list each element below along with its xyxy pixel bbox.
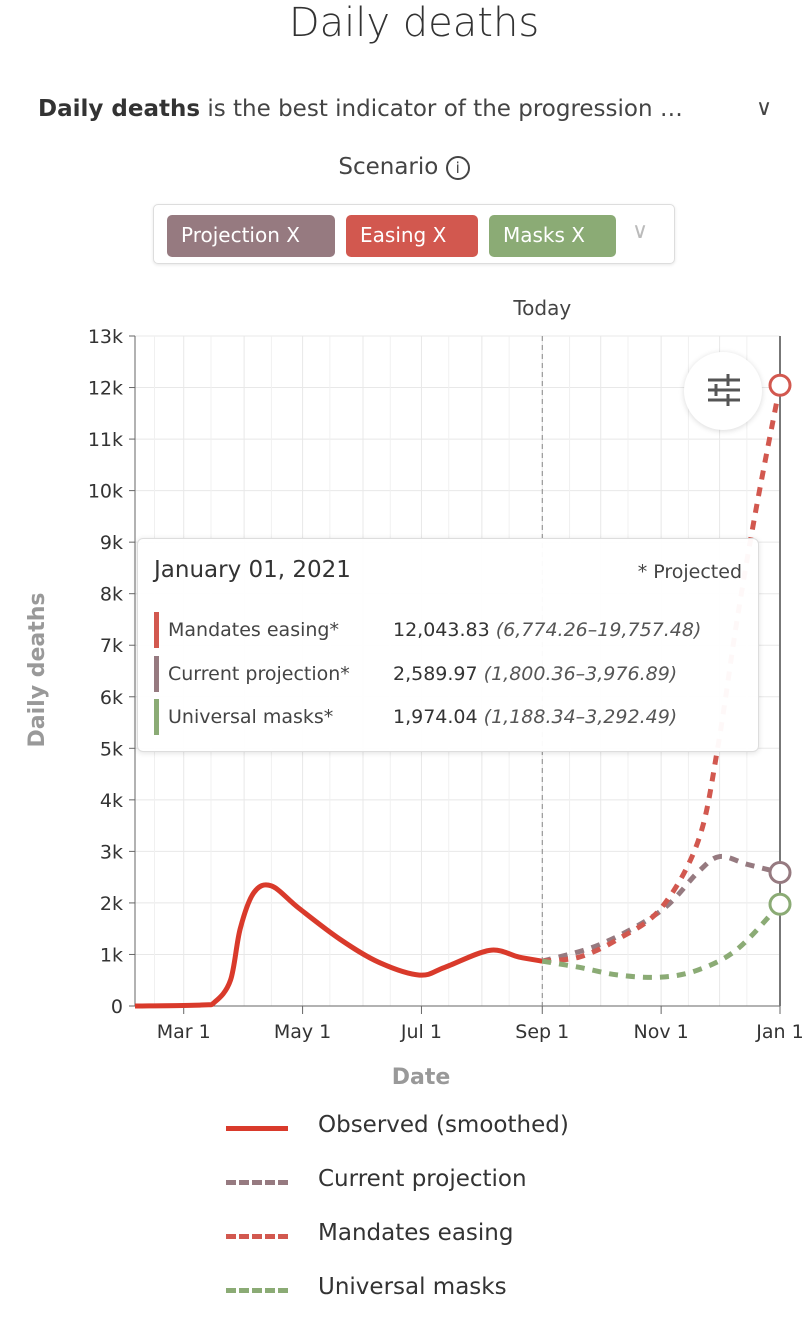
indicator-description[interactable]: Daily deaths is the best indicator of th… — [38, 96, 683, 122]
x-axis-label: Date — [392, 1065, 451, 1090]
end-point-marker — [768, 373, 792, 397]
sliders-icon — [708, 374, 740, 406]
description-text: is the best indicator of the progression… — [200, 96, 683, 122]
scenario-label-text: Scenario — [338, 154, 439, 180]
row-name: Universal masks* — [168, 706, 334, 728]
legend-label: Mandates easing — [318, 1220, 514, 1246]
description-bold: Daily deaths — [38, 96, 201, 122]
y-tick-label: 9k — [100, 532, 123, 554]
info-icon[interactable]: i — [445, 155, 470, 180]
range: (1,800.36–3,976.89) — [483, 663, 678, 685]
value: 2,589.97 — [393, 663, 478, 685]
y-tick-label: 5k — [100, 738, 123, 760]
y-tick-label: 1k — [100, 944, 123, 966]
x-tick-label: Jan 1 — [755, 1021, 803, 1043]
page-title: Daily deaths — [288, 0, 540, 46]
x-tick-label: May 1 — [274, 1021, 331, 1043]
x-tick-label: Mar 1 — [157, 1021, 211, 1043]
row-value: 12,043.83 (6,774.26–19,757.48) — [393, 612, 701, 648]
y-tick-label: 0 — [111, 996, 123, 1018]
value: 12,043.83 — [393, 619, 490, 641]
legend-swatch — [226, 1126, 288, 1131]
range: (6,774.26–19,757.48) — [495, 619, 702, 641]
chevron-down-icon[interactable]: ∨ — [756, 96, 773, 121]
color-bar — [154, 612, 159, 648]
y-tick-label: 8k — [100, 584, 123, 606]
legend-label: Universal masks — [318, 1274, 507, 1300]
legend-swatch — [226, 1180, 288, 1185]
series-line-observed-smoothed- — [134, 882, 543, 1009]
legend-label: Observed (smoothed) — [318, 1112, 569, 1138]
y-tick-label: 4k — [100, 790, 123, 812]
color-bar — [154, 699, 159, 735]
y-tick-label: 13k — [88, 326, 123, 348]
row-name: Current projection* — [168, 663, 350, 685]
row-value: 1,974.04 (1,188.34–3,292.49) — [393, 699, 677, 735]
y-tick-label: 11k — [88, 429, 123, 451]
chip-easing[interactable]: Easing X — [346, 215, 478, 257]
row-name: Mandates easing* — [168, 619, 339, 641]
x-tick-label: Jul 1 — [400, 1021, 442, 1043]
chip-projection[interactable]: Projection X — [167, 215, 335, 257]
x-tick-label: Nov 1 — [634, 1021, 689, 1043]
end-point-marker — [768, 861, 792, 885]
tooltip-date: January 01, 2021 — [154, 557, 351, 583]
y-tick-label: 7k — [100, 635, 123, 657]
x-tick-label: Sep 1 — [515, 1021, 569, 1043]
row-value: 2,589.97 (1,800.36–3,976.89) — [393, 656, 677, 692]
series-line-current-projection — [541, 853, 781, 964]
y-tick-label: 6k — [100, 687, 123, 709]
today-label: Today — [512, 296, 571, 320]
y-axis-label: Daily deaths — [25, 593, 50, 748]
value: 1,974.04 — [393, 706, 478, 728]
scenario-select[interactable]: Projection X Easing X Masks X ∨ — [153, 204, 675, 264]
y-tick-label: 2k — [100, 893, 123, 915]
legend-swatch — [226, 1288, 288, 1293]
color-bar — [154, 656, 159, 692]
y-tick-label: 10k — [88, 481, 123, 503]
chevron-down-icon[interactable]: ∨ — [632, 219, 649, 244]
end-point-marker — [768, 892, 792, 916]
legend-swatch — [226, 1234, 288, 1239]
y-tick-label: 3k — [100, 841, 123, 863]
scenario-label: Scenario i — [0, 154, 808, 180]
y-tick-label: 12k — [88, 378, 123, 400]
chip-masks[interactable]: Masks X — [489, 215, 616, 257]
series-line-universal-masks — [541, 902, 782, 980]
tooltip-note: * Projected — [637, 561, 742, 583]
chart-settings-button[interactable] — [684, 352, 762, 430]
tooltip: January 01, 2021 * Projected Mandates ea… — [137, 538, 759, 752]
range: (1,188.34–3,292.49) — [483, 706, 678, 728]
legend-label: Current projection — [318, 1166, 527, 1192]
